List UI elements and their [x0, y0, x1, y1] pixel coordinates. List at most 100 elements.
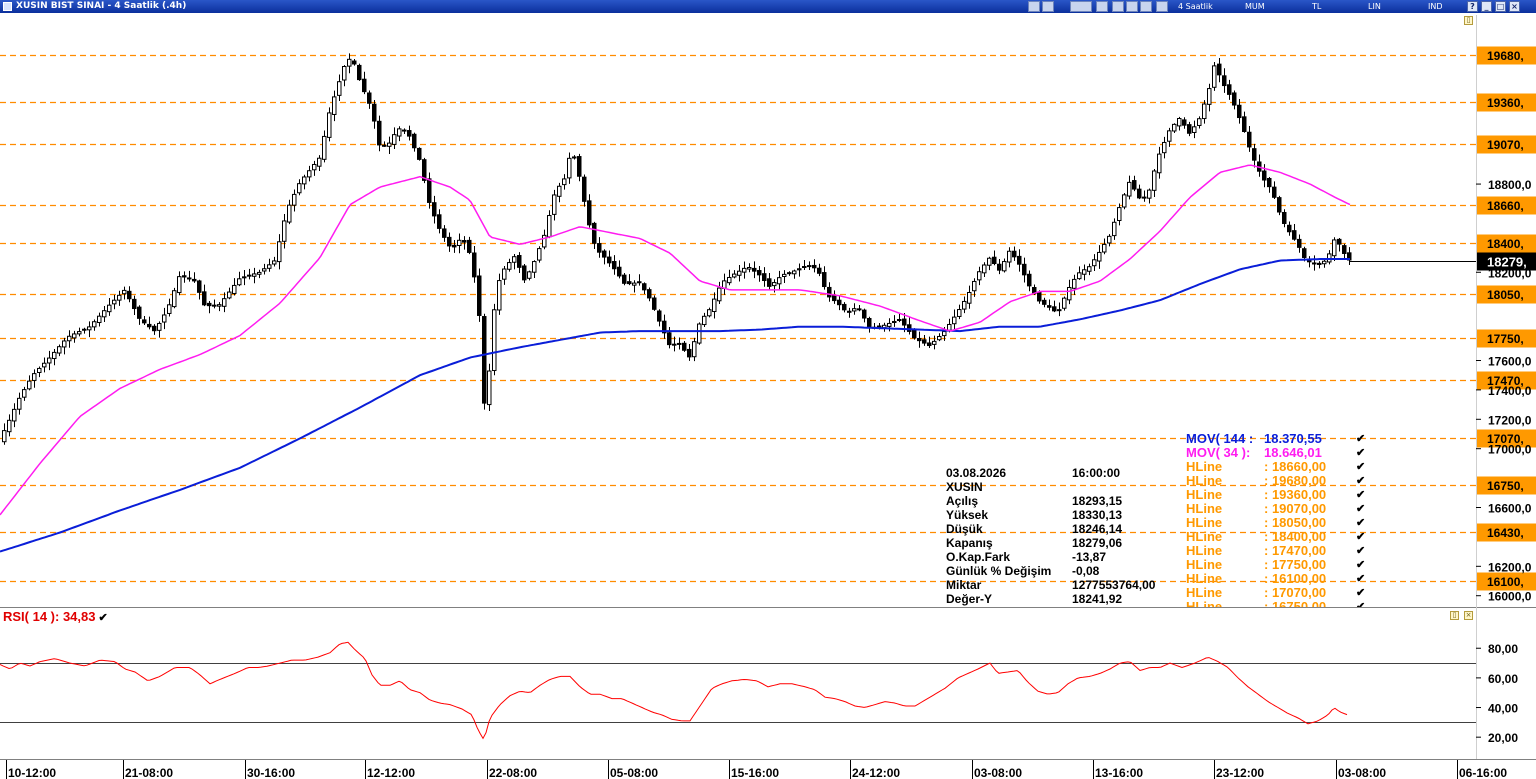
toolbar-chart-icon[interactable] [1028, 1, 1040, 12]
legend-name: HLine [1186, 599, 1223, 608]
hline-price-label: 18400, [1487, 237, 1524, 251]
minimize-button[interactable]: _ [1481, 1, 1492, 12]
panel-toggle-icon[interactable]: ▯ [1450, 611, 1459, 620]
hline-price-tag [1477, 234, 1536, 253]
legend-row[interactable]: MOV( 144 : 18.370,55 ✔ [1186, 432, 1366, 446]
chart-canvas[interactable]: 19680, 19360, 19070, 18660, 18400, 18050, 1775… [0, 13, 1536, 779]
hline-price-label: 19360, [1487, 96, 1524, 110]
toolbar-draw-icon[interactable] [1126, 1, 1138, 12]
toolbar-pen-icon[interactable] [1140, 1, 1152, 12]
legend-row[interactable]: HLine: 19070,00 ✔ [1186, 502, 1366, 516]
legend-row[interactable]: HLine: 18660,00 ✔ [1186, 460, 1366, 474]
legend-row[interactable]: HLine: 17470,00 ✔ [1186, 544, 1366, 558]
info-key: O.Kap.Fark [946, 550, 1011, 564]
toolbar-range-icon[interactable] [1156, 1, 1168, 12]
info-value: 1277553764,00 [1072, 578, 1156, 592]
candle-body [77, 331, 82, 335]
legend-row[interactable]: HLine: 16750,00 ✔ [1186, 599, 1366, 608]
check-icon[interactable]: ✔ [1356, 601, 1366, 607]
rsi-layer: 80,00 60,00 40,00 20,00 [0, 641, 1518, 745]
check-icon[interactable]: ✔ [1356, 573, 1366, 585]
legend-name: HLine [1186, 557, 1223, 572]
check-icon[interactable]: ✔ [1356, 433, 1366, 445]
menu-scale[interactable]: LIN [1368, 2, 1381, 11]
close-button[interactable]: × [1509, 1, 1520, 12]
candle-body [192, 278, 197, 282]
candle-body [1172, 123, 1177, 132]
menu-chart-type[interactable]: MUM [1245, 2, 1265, 11]
check-icon[interactable]: ✔ [1356, 475, 1366, 487]
time-tick-label: 03-08:00 [1338, 766, 1386, 779]
candle-body [1022, 263, 1027, 276]
legend-name: HLine [1186, 529, 1223, 544]
legend-value: : 17750,00 [1264, 557, 1327, 572]
legend-name: HLine [1186, 501, 1223, 516]
legend-row[interactable]: HLine: 18400,00 ✔ [1186, 530, 1366, 544]
menu-period[interactable]: 4 Saatlik [1178, 2, 1213, 11]
candle-body [402, 129, 407, 132]
candle-body [112, 299, 117, 305]
info-row: Miktar 1277553764,00 [946, 578, 1186, 592]
info-key: Açılış [946, 494, 979, 508]
candle-body [82, 328, 87, 331]
legend-row[interactable]: HLine: 18050,00 ✔ [1186, 516, 1366, 530]
toolbar-button[interactable] [1070, 1, 1092, 12]
info-key: Miktar [946, 578, 982, 592]
legend-row[interactable]: HLine: 19680,00 ✔ [1186, 474, 1366, 488]
price-tick-label: 16600,0 [1488, 502, 1532, 516]
candle-body [582, 176, 587, 202]
legend-name: HLine [1186, 543, 1223, 558]
check-icon[interactable]: ✔ [1356, 461, 1366, 473]
candle-body [1087, 266, 1092, 272]
candle-body [982, 264, 987, 274]
legend-row[interactable]: HLine: 19360,00 ✔ [1186, 488, 1366, 502]
toolbar-image-icon[interactable] [1042, 1, 1054, 12]
check-icon[interactable]: ✔ [1356, 587, 1366, 599]
legend-row[interactable]: HLine: 17070,00 ✔ [1186, 586, 1366, 600]
check-icon[interactable]: ✔ [1356, 517, 1366, 529]
hline-price-label: 17470, [1487, 374, 1524, 388]
help-button[interactable]: ? [1467, 1, 1478, 12]
info-row: O.Kap.Fark -13,87 [946, 550, 1186, 564]
check-icon[interactable]: ✔ [1356, 447, 1366, 459]
info-key: XUSIN [946, 480, 983, 494]
toolbar-grid-icon[interactable] [1096, 1, 1108, 12]
candle-body [292, 193, 297, 206]
panel-toggle-icon[interactable]: ▯ [1464, 16, 1473, 25]
candle-body [177, 276, 182, 294]
legend-row[interactable]: HLine: 16100,00 ✔ [1186, 572, 1366, 586]
candle-body [652, 297, 657, 310]
legend-row[interactable]: HLine : 17750,00 ✔ [1186, 558, 1366, 572]
candle-body [252, 273, 257, 277]
maximize-button[interactable]: □ [1495, 1, 1506, 12]
check-icon[interactable]: ✔ [1356, 531, 1366, 543]
check-icon[interactable]: ✔ [1356, 503, 1366, 515]
menu-indicators[interactable]: IND [1428, 2, 1443, 11]
time-tick-label: 30-16:00 [247, 766, 295, 779]
candle-body [1327, 253, 1332, 263]
candle-body [597, 243, 602, 253]
candle-body [1127, 181, 1132, 197]
rsi-tick-label: 60,00 [1488, 672, 1518, 686]
rsi-label[interactable]: RSI( 14 ): 34,83 ✔ [3, 609, 108, 624]
info-value: 18293,15 [1072, 494, 1123, 508]
candle-body [822, 272, 827, 288]
candle-body [352, 60, 357, 65]
menu-currency[interactable]: TL [1312, 2, 1322, 11]
check-icon[interactable]: ✔ [1356, 489, 1366, 501]
panel-close-icon[interactable]: × [1464, 611, 1473, 620]
candle-body [622, 274, 627, 284]
legend-value: : 18050,00 [1264, 515, 1327, 530]
candle-body [517, 255, 522, 268]
price-tick-label: 18200,0 [1488, 266, 1532, 280]
candle-body [412, 133, 417, 149]
candle-body [1232, 92, 1237, 106]
candle-body [842, 303, 847, 311]
legend-row[interactable]: MOV( 34 ): 18.646,01 ✔ [1186, 446, 1366, 460]
info-key: Günlük % Değişim [946, 564, 1052, 578]
time-tick-label: 23-12:00 [1216, 766, 1264, 779]
check-icon[interactable]: ✔ [1356, 545, 1366, 557]
check-icon[interactable]: ✔ [1356, 559, 1366, 571]
toolbar-grid-icon[interactable] [1112, 1, 1124, 12]
hline-price-tag [1477, 93, 1536, 112]
